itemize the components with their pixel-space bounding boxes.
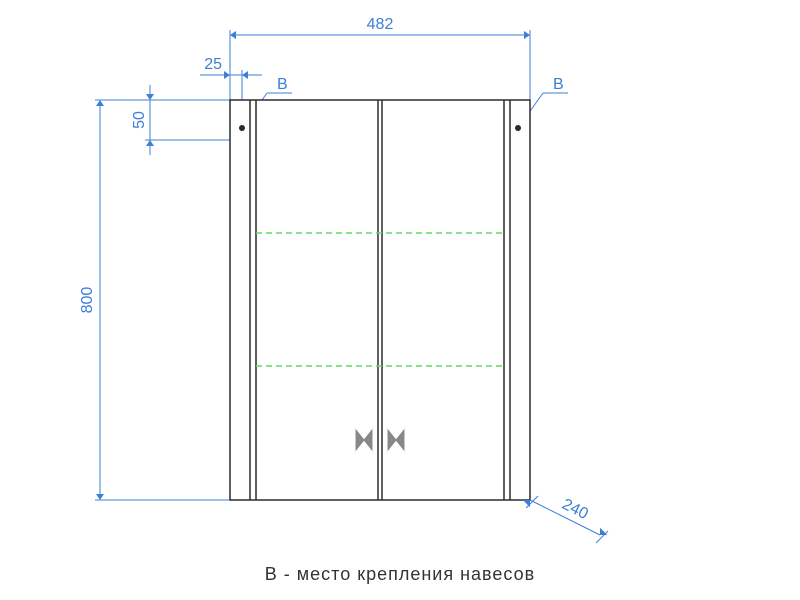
mount-hole-right bbox=[515, 125, 521, 131]
arrow-head bbox=[523, 500, 530, 507]
dim-value-50: 50 bbox=[131, 111, 148, 129]
arrow-head bbox=[600, 528, 607, 535]
arrow-head bbox=[230, 31, 236, 39]
arrow-head bbox=[96, 100, 104, 106]
label-B-right: B bbox=[553, 76, 564, 93]
dim-value-height: 800 bbox=[79, 287, 96, 314]
label-B-left: B bbox=[277, 76, 288, 93]
cabinet-outer bbox=[230, 100, 530, 500]
mount-hole-left bbox=[239, 125, 245, 131]
dim-value-depth: 240 bbox=[559, 496, 591, 523]
dim-value-25: 25 bbox=[204, 56, 222, 73]
dim-value-width: 482 bbox=[367, 16, 394, 33]
arrow-head bbox=[96, 494, 104, 500]
legend-text: В - место крепления навесов bbox=[265, 564, 535, 584]
arrow-head bbox=[524, 31, 530, 39]
